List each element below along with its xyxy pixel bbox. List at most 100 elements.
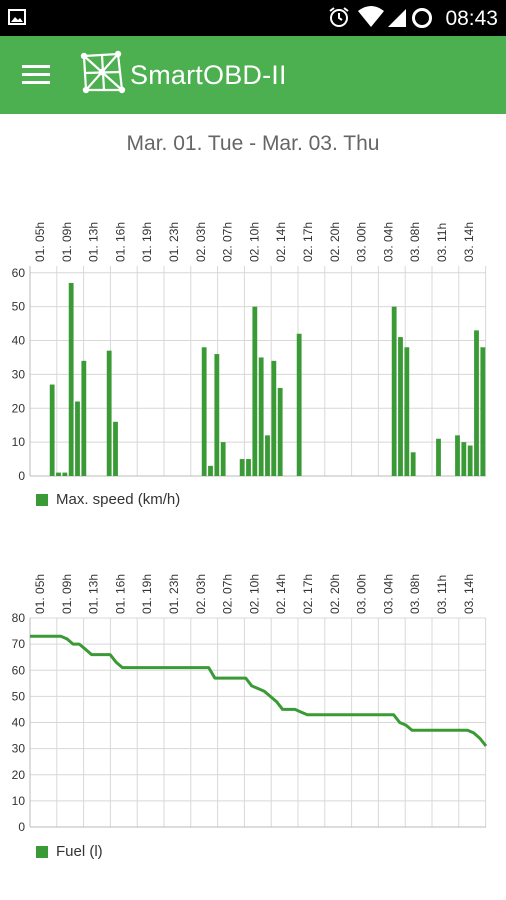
- speed-bar: [220, 442, 226, 476]
- x-tick-label: 02. 20h: [328, 222, 342, 262]
- y-tick-label: 80: [12, 611, 26, 625]
- sync-icon: [410, 6, 434, 35]
- y-tick-label: 40: [12, 334, 26, 348]
- y-tick-label: 60: [12, 266, 26, 280]
- x-tick-label: 02. 14h: [274, 222, 288, 262]
- alarm-icon: [328, 6, 350, 33]
- x-tick-label: 01. 16h: [113, 574, 127, 614]
- speed-bar: [474, 330, 479, 476]
- x-tick-label: 03. 14h: [462, 574, 476, 614]
- x-tick-label: 02. 07h: [221, 574, 235, 614]
- speed-bar: [296, 333, 302, 476]
- speed-bar: [436, 438, 441, 476]
- fuel-chart: 0 10 20 30 40 50 60 70 80 01. 05h 01. 09h 01. 13h 01…: [12, 574, 488, 834]
- hamburger-menu-icon[interactable]: [22, 63, 52, 87]
- y-tick-label: 30: [12, 742, 26, 756]
- x-tick-label: 01. 05h: [33, 222, 47, 262]
- clock: 08:43: [445, 7, 498, 30]
- y-tick-label: 20: [12, 768, 26, 782]
- wifi-icon: [357, 5, 385, 34]
- y-tick-label: 30: [12, 367, 26, 381]
- x-tick-label: 01. 23h: [167, 222, 181, 262]
- x-tick-label: 02. 10h: [247, 574, 261, 614]
- x-tick-label: 03. 00h: [355, 222, 369, 262]
- x-tick-label: 03. 04h: [381, 574, 395, 614]
- speed-bar: [81, 360, 87, 476]
- fuel-legend: Fuel (l): [36, 843, 103, 860]
- status-bar: 08:43: [0, 0, 506, 36]
- image-icon: [8, 9, 26, 30]
- speed-bar: [277, 387, 283, 476]
- y-tick-label: 10: [12, 794, 26, 808]
- y-tick-label: 0: [18, 820, 25, 834]
- speed-legend: Max. speed (km/h): [36, 491, 180, 508]
- speed-bar: [404, 347, 410, 476]
- speed-bar: [258, 357, 264, 476]
- speed-bar: [271, 360, 277, 476]
- y-tick-label: 60: [12, 663, 26, 677]
- speed-bar: [252, 306, 258, 476]
- y-tick-label: 50: [12, 689, 26, 703]
- x-tick-label: 03. 04h: [381, 222, 395, 262]
- speed-bar: [246, 459, 251, 476]
- x-tick-label: 01. 05h: [33, 574, 47, 614]
- max-speed-chart: 0 10 20 30 40 50 60 01. 05h 01. 09h 01. 13h 01. 16…: [12, 222, 487, 483]
- fuel-legend-label: Fuel (l): [56, 843, 103, 860]
- x-tick-label: 01. 19h: [140, 574, 154, 614]
- fuel-legend-swatch: [36, 845, 48, 858]
- x-tick-label: 03. 11h: [435, 223, 449, 262]
- fuel-line: [30, 634, 488, 747]
- y-tick-label: 70: [12, 637, 26, 651]
- x-tick-label: 02. 17h: [301, 574, 315, 614]
- speed-bar: [201, 347, 207, 476]
- x-tick-label: 03. 08h: [408, 222, 422, 262]
- x-tick-label: 01. 23h: [167, 574, 181, 614]
- x-tick-label: 02. 17h: [301, 222, 315, 262]
- x-tick-label: 02. 03h: [194, 222, 208, 262]
- y-tick-label: 0: [18, 469, 25, 483]
- y-tick-label: 50: [12, 300, 26, 314]
- signal-icon: [386, 5, 408, 34]
- x-tick-label: 01. 19h: [140, 222, 154, 262]
- x-tick-label: 02. 03h: [194, 574, 208, 614]
- speed-bar: [467, 445, 473, 476]
- speed-bar: [106, 350, 112, 476]
- speed-bar: [480, 347, 486, 476]
- speed-bar: [113, 421, 118, 476]
- speed-bar: [56, 472, 61, 476]
- x-tick-label: 01. 16h: [113, 222, 127, 262]
- obd-network-logo-icon: [78, 50, 126, 103]
- y-tick-label: 20: [12, 401, 26, 415]
- speed-bar: [391, 306, 397, 476]
- x-tick-label: 03. 00h: [355, 574, 369, 614]
- x-tick-label: 03. 11h: [435, 575, 449, 614]
- x-tick-label: 02. 10h: [247, 222, 261, 262]
- speed-bar: [410, 452, 416, 476]
- speed-bar: [75, 401, 80, 476]
- y-tick-label: 10: [12, 435, 26, 449]
- x-tick-label: 01. 09h: [60, 222, 74, 262]
- x-tick-label: 02. 20h: [328, 574, 342, 614]
- x-tick-label: 03. 14h: [462, 222, 476, 262]
- x-tick-label: 01. 13h: [87, 222, 101, 262]
- x-tick-label: 02. 14h: [274, 574, 288, 614]
- speed-bar: [49, 384, 55, 476]
- app-title: SmartOBD-II: [130, 60, 287, 90]
- speed-bar: [62, 472, 68, 476]
- x-tick-label: 01. 09h: [60, 574, 74, 614]
- speed-legend-swatch: [36, 493, 48, 506]
- speed-bar: [239, 459, 245, 476]
- speed-bar: [208, 465, 213, 476]
- x-tick-label: 02. 07h: [221, 222, 235, 262]
- speed-bar: [455, 435, 460, 476]
- x-tick-label: 03. 08h: [408, 574, 422, 614]
- date-range[interactable]: Mar. 01. Tue - Mar. 03. Thu: [126, 132, 380, 155]
- speed-legend-label: Max. speed (km/h): [56, 491, 181, 508]
- x-tick-label: 01. 13h: [87, 574, 101, 614]
- speed-bar: [265, 435, 270, 476]
- speed-bar: [214, 354, 220, 476]
- speed-bar: [68, 282, 74, 476]
- y-tick-label: 40: [12, 716, 26, 730]
- app-bar: SmartOBD-II: [0, 36, 506, 114]
- speed-bar: [398, 337, 403, 476]
